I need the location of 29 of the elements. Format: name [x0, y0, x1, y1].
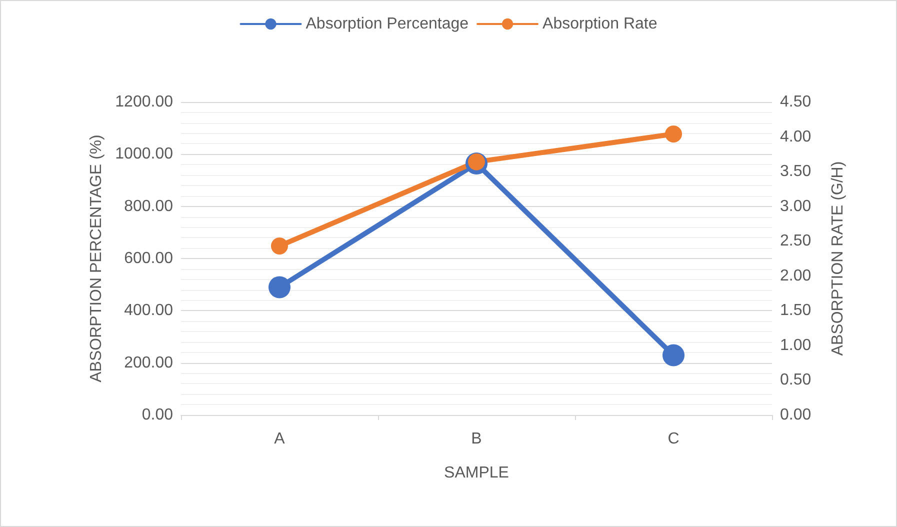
y-axis-title: ABSORPTION PERCENTAGE (%)	[88, 134, 105, 382]
y2-tick-label: 4.00	[780, 128, 812, 146]
legend-label: Absorption Rate	[542, 16, 658, 32]
point	[665, 126, 682, 142]
legend-label: Absorption Percentage	[306, 16, 469, 32]
y2-tick-label: 3.00	[780, 198, 812, 215]
y2-tick-label: 0.00	[780, 406, 812, 424]
point	[271, 237, 288, 254]
y2-axis-title: ABSORPTION RATE (G/H)	[830, 161, 846, 356]
y2-tick-label: 1.50	[780, 302, 812, 320]
x-tick-label: B	[471, 430, 482, 448]
y-tick-label: 0.00	[142, 406, 174, 424]
y-tick-label: 1200.00	[115, 94, 174, 110]
y-tick-label: 200.00	[124, 354, 174, 372]
y-tick-label: 400.00	[124, 302, 174, 320]
x-tick-label: A	[274, 430, 286, 448]
y2-tick-label: 4.50	[780, 94, 812, 110]
x-axis-title: SAMPLE	[444, 464, 509, 482]
point	[268, 276, 290, 298]
point	[662, 344, 684, 366]
y2-tick-label: 3.50	[780, 163, 812, 180]
y2-tick-label: 0.50	[780, 372, 812, 389]
y2-tick-label: 2.00	[780, 267, 812, 284]
y2-tick-label: 2.50	[780, 232, 812, 250]
x-tick-label: C	[668, 430, 680, 448]
y2-tick-label: 1.00	[780, 336, 812, 354]
y-tick-label: 1000.00	[115, 146, 174, 163]
y-tick-label: 800.00	[124, 198, 174, 215]
y-tick-label: 600.00	[124, 250, 174, 267]
